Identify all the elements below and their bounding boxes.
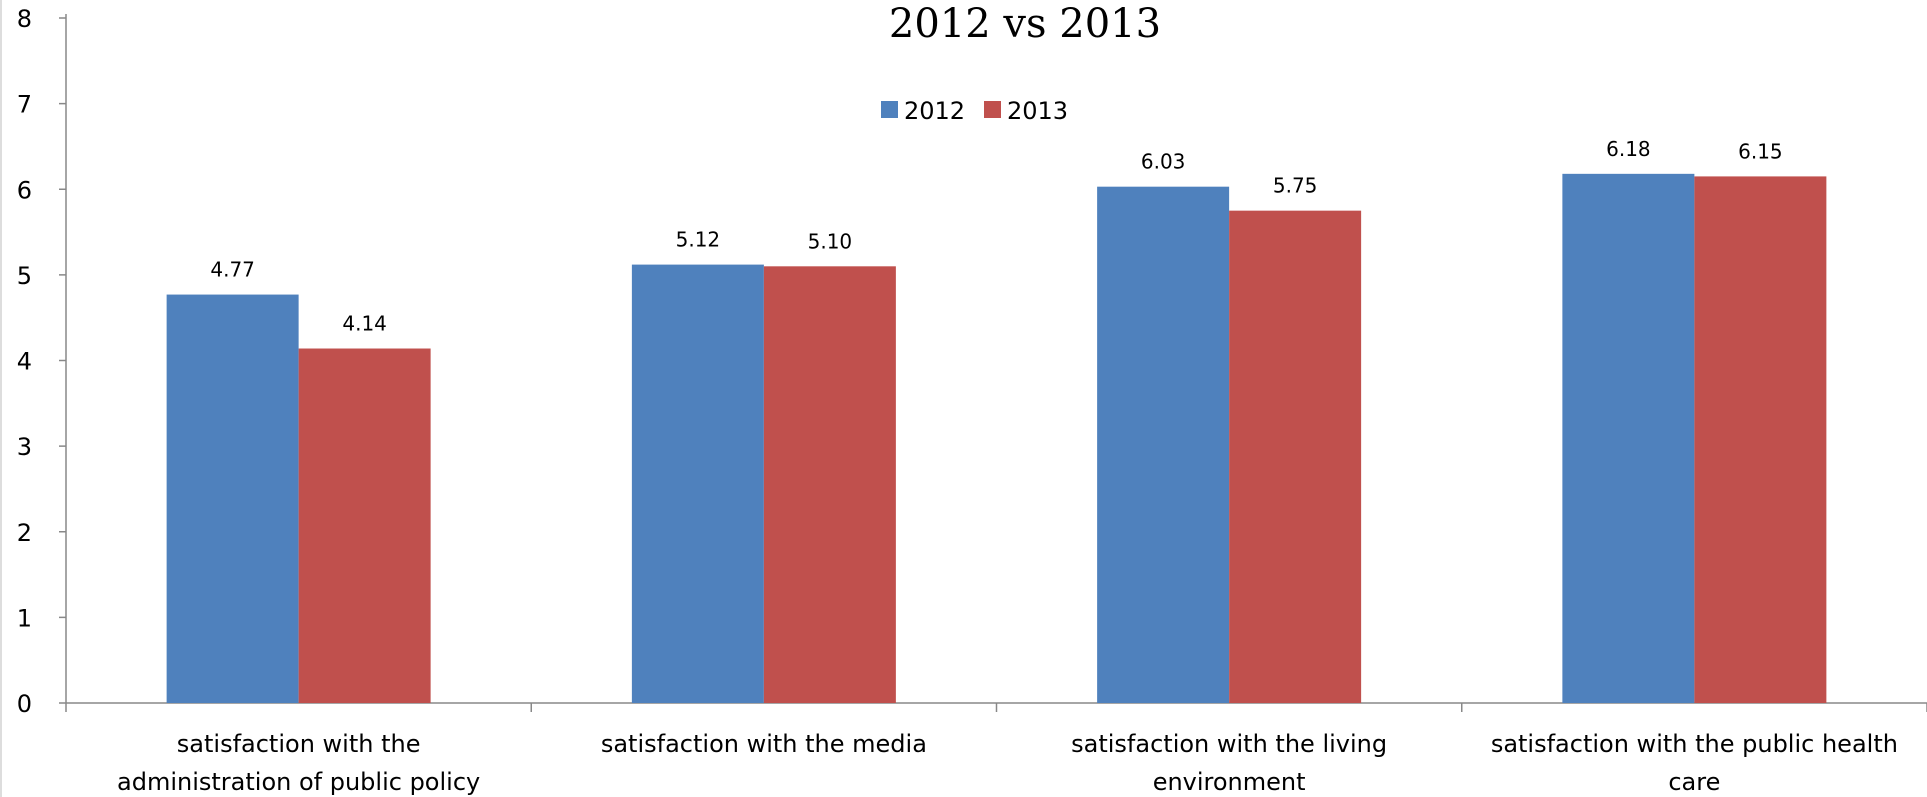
bar-2013-0	[298, 348, 431, 703]
data-label: 4.77	[210, 258, 255, 282]
bar-2012-0	[166, 294, 299, 703]
data-label: 5.12	[676, 228, 721, 252]
category-labels: satisfaction with the administration of p…	[117, 730, 1898, 796]
y-tick-label: 7	[17, 91, 32, 119]
category-label: administration of public policy	[117, 768, 480, 796]
data-label: 6.15	[1738, 139, 1783, 163]
bars	[166, 173, 1827, 703]
bar-2013-3	[1694, 176, 1827, 703]
category-label: satisfaction with the public health	[1491, 730, 1898, 758]
y-tick-label: 3	[17, 433, 32, 461]
legend: 2012 2013	[881, 97, 1068, 125]
chart-title: 2012 vs 2013	[889, 1, 1161, 47]
y-tick-label: 1	[17, 604, 32, 632]
bar-2012-2	[1097, 186, 1230, 703]
bar-2012-3	[1562, 173, 1695, 703]
category-label: care	[1668, 768, 1720, 796]
bar-2013-2	[1229, 210, 1362, 703]
category-label: environment	[1153, 768, 1306, 796]
y-tick-label: 6	[17, 176, 32, 204]
y-tick-label: 8	[17, 5, 32, 33]
data-label: 5.75	[1273, 174, 1318, 198]
legend-label: 2012	[904, 97, 965, 125]
bar-2012-1	[631, 264, 764, 703]
y-tick-label: 5	[17, 262, 32, 290]
bar-2013-1	[763, 266, 896, 703]
category-label: satisfaction with the media	[601, 730, 927, 758]
data-label: 6.18	[1606, 137, 1651, 161]
category-label: satisfaction with the	[177, 730, 421, 758]
data-label: 5.10	[808, 229, 853, 253]
y-tick-label: 0	[17, 690, 32, 718]
category-label: satisfaction with the living	[1071, 730, 1387, 758]
y-tick-label: 2	[17, 519, 32, 547]
data-labels: 4.77 4.14 5.12 5.10 6.03 5.75 6.18 6.15	[210, 137, 1782, 336]
legend-label: 2013	[1007, 97, 1068, 125]
y-tick-label: 4	[17, 348, 32, 376]
data-label: 6.03	[1141, 150, 1186, 174]
legend-swatch-2012	[881, 101, 898, 118]
data-label: 4.14	[342, 312, 387, 336]
legend-swatch-2013	[984, 101, 1001, 118]
